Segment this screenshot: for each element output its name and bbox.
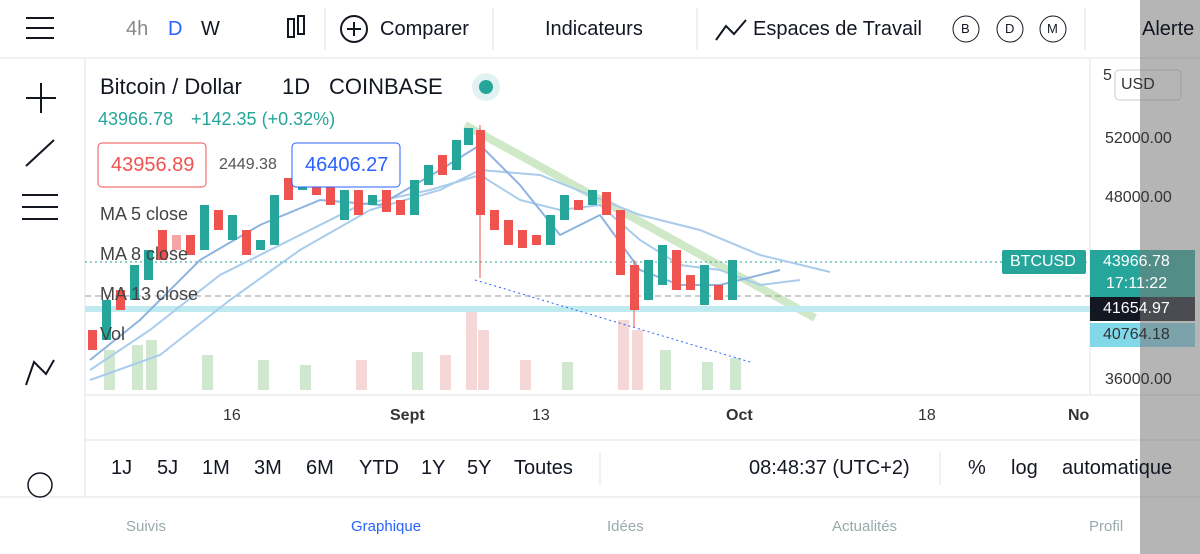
- indicator-label: MA 8 close: [100, 244, 189, 264]
- price: 43966.78: [98, 109, 174, 129]
- time-tick: No: [1068, 407, 1090, 424]
- indicator-label: MA 5 close: [100, 204, 189, 224]
- range-button[interactable]: Toutes: [514, 457, 573, 479]
- time-tick: 13: [532, 407, 550, 424]
- system-overlay: [1140, 0, 1200, 554]
- price-tick: 36000.00: [1105, 371, 1172, 388]
- interval[interactable]: W: [201, 18, 220, 40]
- clock[interactable]: 08:48:37 (UTC+2): [749, 457, 910, 479]
- interval[interactable]: 4h: [126, 18, 149, 40]
- badge[interactable]: M: [1047, 21, 1058, 36]
- workspaces-button[interactable]: Espaces de Travail: [753, 18, 922, 40]
- time-tick: 16: [223, 407, 241, 424]
- price-tick: 48000.00: [1105, 189, 1172, 206]
- compare-button[interactable]: Comparer: [380, 18, 469, 40]
- badge[interactable]: B: [961, 21, 970, 36]
- range-button[interactable]: 3M: [254, 457, 282, 479]
- time-tick: Sept: [390, 407, 425, 424]
- buy-price[interactable]: 46406.27: [305, 154, 389, 176]
- range-button[interactable]: 6M: [306, 457, 334, 479]
- badge[interactable]: D: [1005, 21, 1015, 36]
- range-button[interactable]: 5J: [157, 457, 179, 479]
- interval-label: 1D: [282, 74, 311, 99]
- range-button[interactable]: YTD: [359, 457, 399, 479]
- change: +142.35 (+0.32%): [191, 109, 336, 129]
- nav-item[interactable]: Actualités: [832, 518, 898, 535]
- time-tick: 18: [918, 407, 936, 424]
- percent-toggle[interactable]: %: [968, 457, 986, 479]
- symbol: Bitcoin / Dollar: [100, 74, 242, 99]
- auto-toggle[interactable]: automatique: [1062, 457, 1173, 479]
- volume: [104, 310, 741, 390]
- indicators-button[interactable]: Indicateurs: [545, 18, 643, 40]
- nav-item[interactable]: Idées: [607, 518, 644, 535]
- frame: [0, 8, 1200, 498]
- range-button[interactable]: 1M: [202, 457, 230, 479]
- interval[interactable]: D: [168, 18, 183, 40]
- log-toggle[interactable]: log: [1011, 457, 1038, 479]
- symbol-badge: BTCUSD: [1010, 253, 1076, 270]
- alerts-button[interactable]: Alerte: [1142, 18, 1195, 40]
- nav-item[interactable]: Graphique: [351, 518, 422, 535]
- sell-price[interactable]: 43956.89: [111, 154, 195, 176]
- nav-item[interactable]: Suivis: [126, 518, 167, 535]
- indicator-label: Vol: [100, 324, 126, 344]
- countdown: 17:11:22: [1106, 275, 1168, 292]
- indicator-label: MA 13 close: [100, 284, 199, 304]
- exchange: COINBASE: [329, 74, 443, 99]
- currency[interactable]: USD: [1121, 76, 1155, 93]
- toolbar-icons[interactable]: [22, 15, 1067, 498]
- level: 40764.18: [1103, 326, 1170, 343]
- spread: 2449.38: [219, 156, 277, 173]
- range-button[interactable]: 1Y: [421, 457, 446, 479]
- price-tick: 52000.00: [1105, 130, 1172, 147]
- range-button[interactable]: 5Y: [467, 457, 492, 479]
- time-tick: Oct: [726, 407, 753, 424]
- range-button[interactable]: 1J: [111, 457, 133, 479]
- nav-item[interactable]: Profil: [1089, 518, 1124, 535]
- level: 41654.97: [1103, 300, 1170, 317]
- last-price: 43966.78: [1103, 253, 1170, 270]
- price-tick: 5: [1103, 67, 1112, 84]
